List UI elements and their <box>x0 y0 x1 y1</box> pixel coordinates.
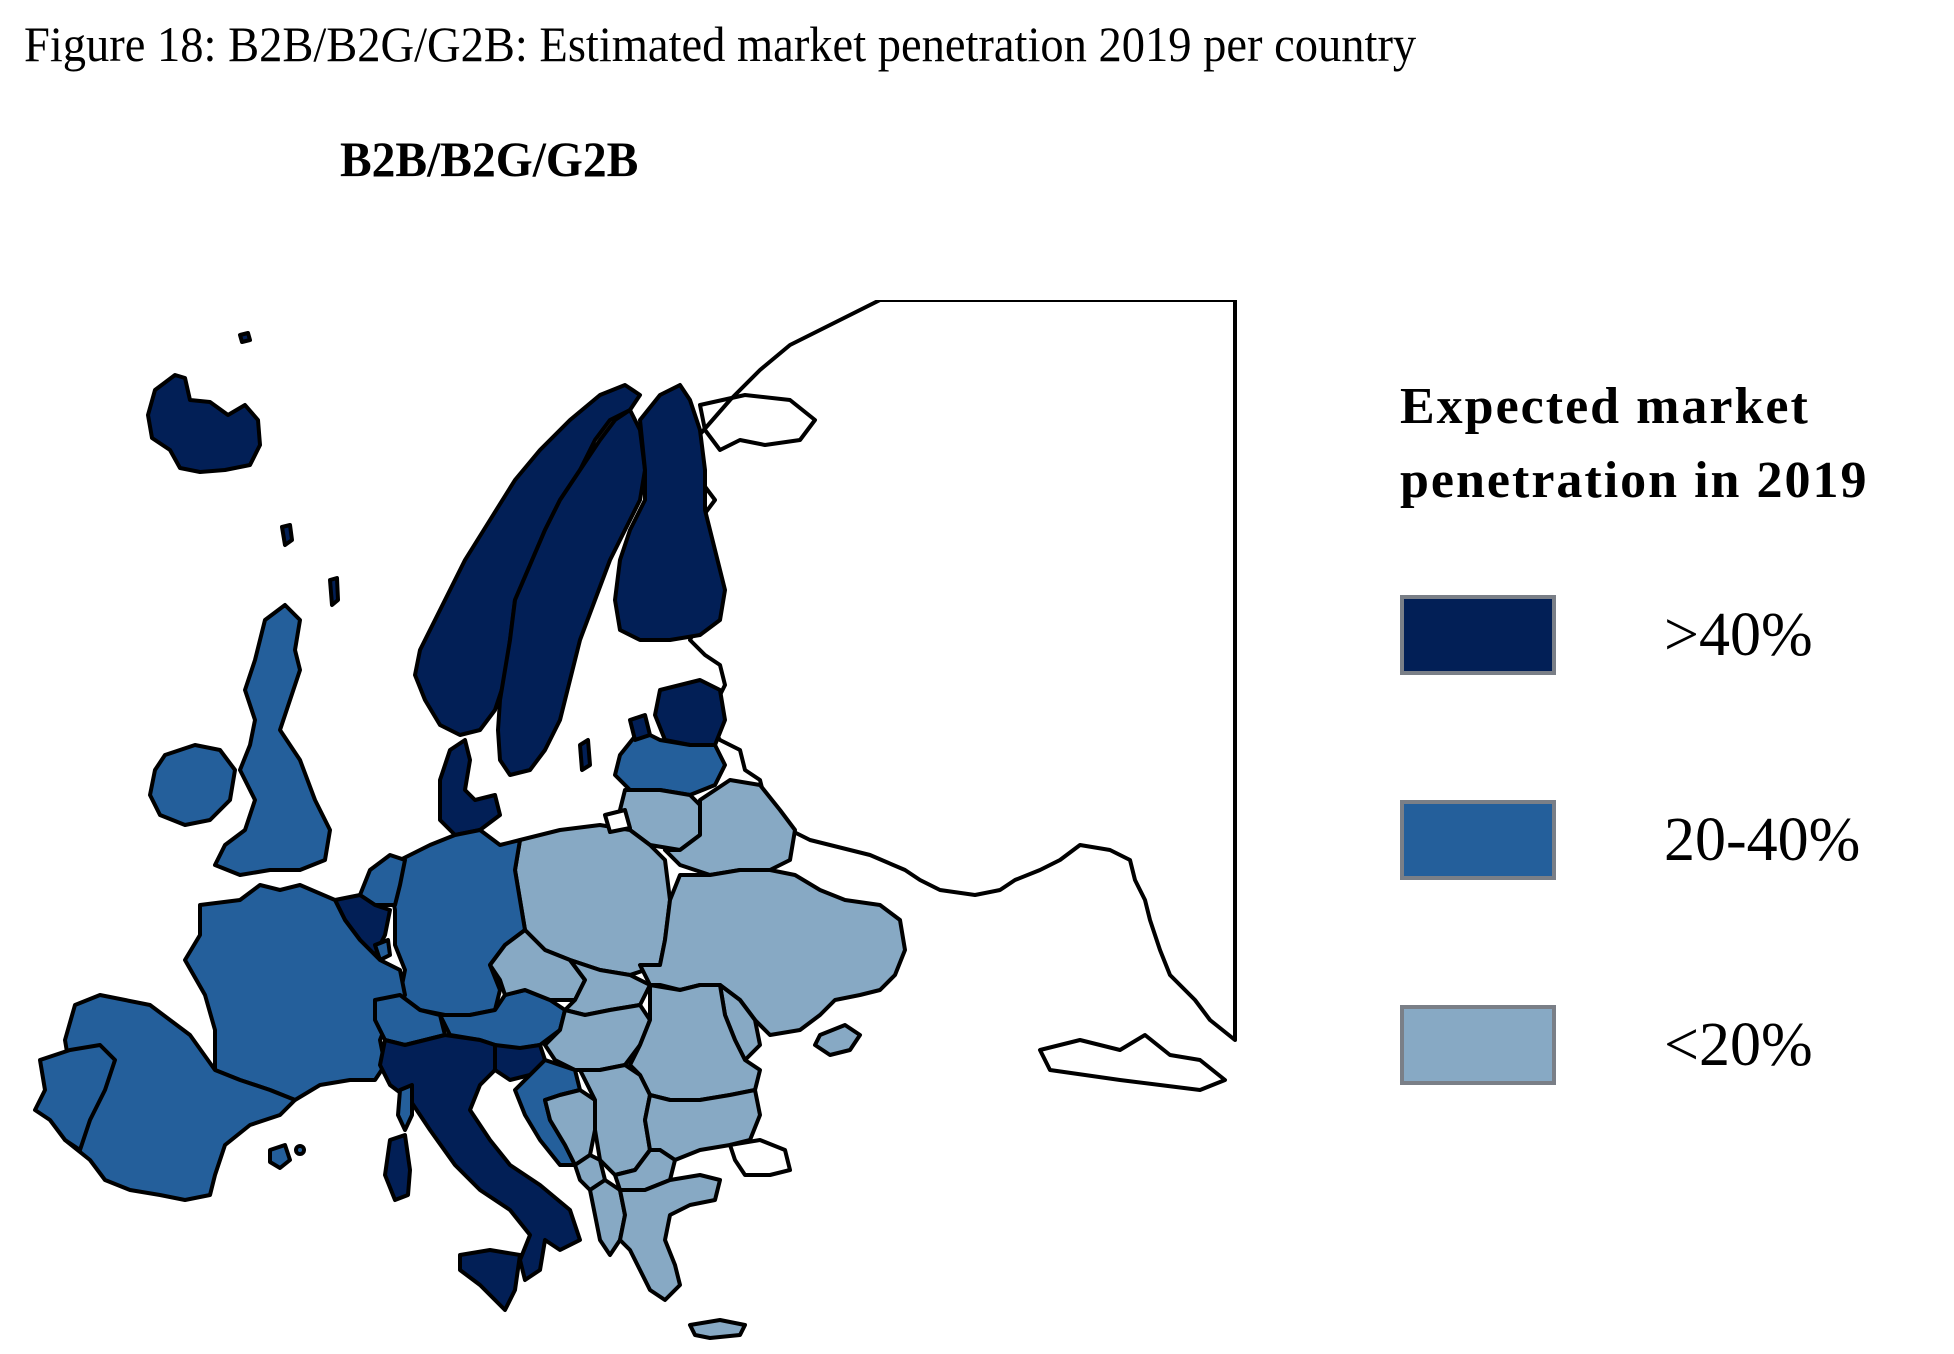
region-corsica <box>396 1083 414 1132</box>
region-turkey <box>728 1138 792 1177</box>
region-caucasus <box>1038 1033 1227 1092</box>
legend-swatch-low <box>1400 1005 1556 1085</box>
country-latvia <box>613 728 727 797</box>
legend-item-low: <20% <box>1400 1005 1813 1085</box>
figure-caption: Figure 18: B2B/B2G/G2B: Estimated market… <box>24 16 1417 72</box>
region-svalbard-dot <box>238 331 252 344</box>
country-greece <box>618 1173 722 1302</box>
country-portugal <box>33 1043 117 1152</box>
country-bosnia-herzegovina <box>543 1088 597 1167</box>
country-iceland <box>146 373 262 474</box>
region-sicily <box>458 1248 522 1312</box>
legend-swatch-high <box>1400 595 1556 675</box>
legend-title-line1: Expected market <box>1400 378 1810 435</box>
legend-swatch-medium <box>1400 800 1556 880</box>
region-shetland <box>328 576 340 607</box>
region-island-dot <box>294 1144 306 1156</box>
legend-label-medium: 20-40% <box>1664 805 1861 874</box>
legend-label-low: <20% <box>1664 1010 1813 1079</box>
map-title: B2B/B2G/G2B <box>340 131 639 187</box>
region-crete <box>688 1318 747 1340</box>
country-denmark <box>438 738 502 837</box>
legend: Expected market penetration in 2019 >40%… <box>1400 370 1869 1085</box>
region-kola-peninsula <box>698 393 817 452</box>
region-crimea <box>813 1023 862 1057</box>
region-saaremaa <box>628 713 652 742</box>
country-luxembourg <box>373 938 392 962</box>
legend-title-line2: penetration in 2019 <box>1400 452 1869 509</box>
region-kaliningrad <box>603 808 632 834</box>
legend-label-high: >40% <box>1664 600 1813 669</box>
country-italy <box>378 1033 582 1282</box>
region-sardinia <box>383 1133 412 1202</box>
country-ireland <box>148 743 237 827</box>
country-finland <box>613 383 727 642</box>
country-united-kingdom <box>213 603 332 877</box>
region-gotland <box>578 738 592 772</box>
country-sweden <box>496 408 647 777</box>
region-faroe-islands <box>280 523 294 547</box>
legend-item-high: >40% <box>1400 595 1813 675</box>
europe-map <box>0 298 1250 1349</box>
legend-item-medium: 20-40% <box>1400 800 1860 880</box>
region-balearic-islands <box>268 1143 292 1170</box>
country-estonia <box>653 678 727 747</box>
